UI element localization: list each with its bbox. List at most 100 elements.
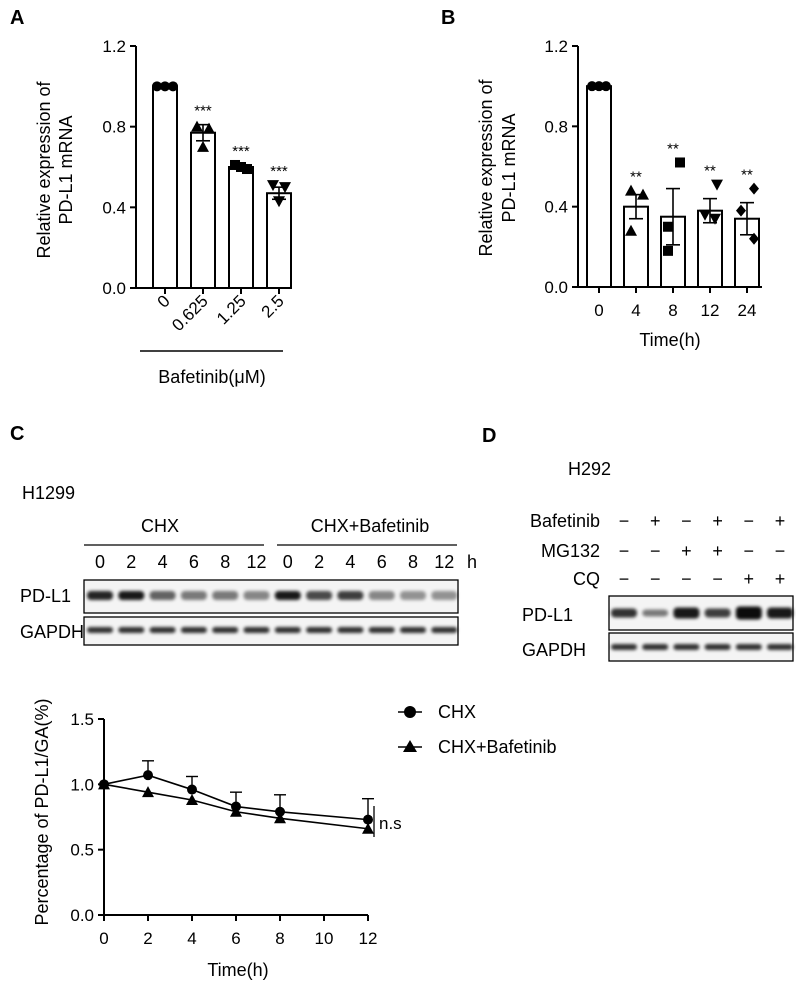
y-tick-label: 0.0 <box>70 906 94 925</box>
data-point <box>142 786 154 798</box>
data-point <box>663 245 673 256</box>
panel-a-bars: *** *** *** <box>152 81 292 290</box>
panel-a-xgroup-label: Bafetinib(μM) <box>158 367 265 387</box>
panel-b-y-ticks: 0.0 0.4 0.8 1.2 <box>544 37 578 297</box>
panel-c-group2-label: CHX+Bafetinib <box>311 516 430 536</box>
significance-label: *** <box>232 143 250 160</box>
data-point <box>191 120 203 132</box>
bar <box>266 192 292 289</box>
data-point <box>274 812 286 824</box>
data-point <box>699 209 711 221</box>
panel-c-pdl1-membrane <box>83 579 459 614</box>
panel-c-gapdh-membrane <box>83 616 459 646</box>
data-point <box>168 81 178 92</box>
treatment-sign: + <box>650 511 661 531</box>
band-gapdh <box>212 627 239 633</box>
panel-c-y-ticks: 0.0 0.5 1.0 1.5 <box>70 710 104 925</box>
data-point <box>279 182 291 194</box>
band-gapdh <box>735 644 762 650</box>
data-point <box>637 188 649 200</box>
band-gapdh <box>306 627 333 633</box>
data-point <box>675 157 685 168</box>
treatment-sign: − <box>650 541 661 561</box>
data-point <box>197 140 209 152</box>
band-pdl1 <box>611 608 637 618</box>
band-pdl1 <box>149 591 176 600</box>
band-pdl1 <box>180 591 207 600</box>
band-pdl1 <box>735 606 762 620</box>
data-point <box>587 81 597 92</box>
x-tick-label: 1.25 <box>213 291 250 328</box>
data-point <box>186 794 198 806</box>
x-tick-label: 2.5 <box>258 291 288 321</box>
series-line <box>103 783 369 830</box>
panel-c-chart: Percentage of PD-L1/GA(%) 0.0 0.5 1.0 1.5 0… <box>32 698 557 980</box>
lane-label: 0 <box>283 552 293 572</box>
band-gapdh <box>274 627 301 633</box>
data-point <box>267 180 279 192</box>
panel-c-letter: C <box>10 423 24 445</box>
panel-c-row-pdl1: PD-L1 <box>20 586 71 606</box>
treatment-sign: − <box>744 511 755 531</box>
treatment-sign: − <box>681 569 692 589</box>
data-point <box>143 770 153 781</box>
data-point <box>160 81 170 92</box>
bar <box>190 131 216 289</box>
band-pdl1 <box>212 591 239 600</box>
lane-label: 6 <box>189 552 199 572</box>
lane-label: 0 <box>95 552 105 572</box>
y-tick-label: 1.0 <box>70 775 94 794</box>
x-tick-label: 4 <box>187 929 196 948</box>
band-pdl1 <box>431 591 458 600</box>
panel-c-x-ticks: 0 2 4 6 8 10 12 <box>99 915 377 948</box>
x-tick-label: 8 <box>668 301 677 320</box>
data-point <box>275 806 285 817</box>
band-pdl1 <box>704 608 731 618</box>
band-pdl1 <box>87 591 113 600</box>
panel-c-group1-label: CHX <box>141 516 179 536</box>
band-pdl1 <box>337 591 364 600</box>
lane-label: 6 <box>377 552 387 572</box>
lane-label: 12 <box>434 552 454 572</box>
data-point <box>230 159 240 170</box>
band-gapdh <box>243 627 270 633</box>
y-tick-label: 0.0 <box>102 279 126 298</box>
x-tick-label: 10 <box>315 929 334 948</box>
panel-c-row-gapdh: GAPDH <box>20 622 84 642</box>
data-point <box>625 224 637 236</box>
lane-label: 2 <box>314 552 324 572</box>
band-gapdh <box>368 627 395 633</box>
y-tick-label: 0.0 <box>544 278 568 297</box>
legend-chx-label: CHX <box>438 702 476 722</box>
panel-c-blot: C H1299 CHX CHX+Bafetinib 0 2 4 6 8 12 0 2 4 6 8 12… <box>10 423 477 646</box>
y-tick-label: 0.8 <box>544 117 568 136</box>
bar <box>586 85 612 288</box>
y-tick-label: 0.8 <box>102 118 126 137</box>
treatment-sign: − <box>681 511 692 531</box>
treatment-sign: + <box>712 541 723 561</box>
significance-label: ** <box>630 169 642 186</box>
band-gapdh <box>611 644 637 650</box>
panel-c-cell-line: H1299 <box>22 483 75 503</box>
panel-c-bands <box>87 591 458 633</box>
panel-d-letter: D <box>482 425 496 447</box>
treatment-sign: + <box>775 511 786 531</box>
panel-d-bands <box>611 606 793 650</box>
band-gapdh <box>118 627 145 633</box>
band-gapdh <box>431 627 458 633</box>
panel-a-ylabel-line1: Relative expression of <box>34 80 54 258</box>
panel-a-letter: A <box>10 7 24 29</box>
panel-b-bars: ** ** ** ** <box>586 81 760 289</box>
treatment-name: MG132 <box>541 541 600 561</box>
band-gapdh <box>337 627 364 633</box>
band-gapdh <box>400 627 426 633</box>
band-pdl1 <box>767 607 793 619</box>
significance-label: *** <box>270 163 288 180</box>
bar <box>152 85 178 290</box>
treatment-sign: − <box>744 541 755 561</box>
panel-b-ylabel-line1: Relative expression of <box>476 78 496 256</box>
legend-chx-marker <box>404 706 416 718</box>
data-point <box>594 81 604 92</box>
band-pdl1 <box>274 591 301 600</box>
